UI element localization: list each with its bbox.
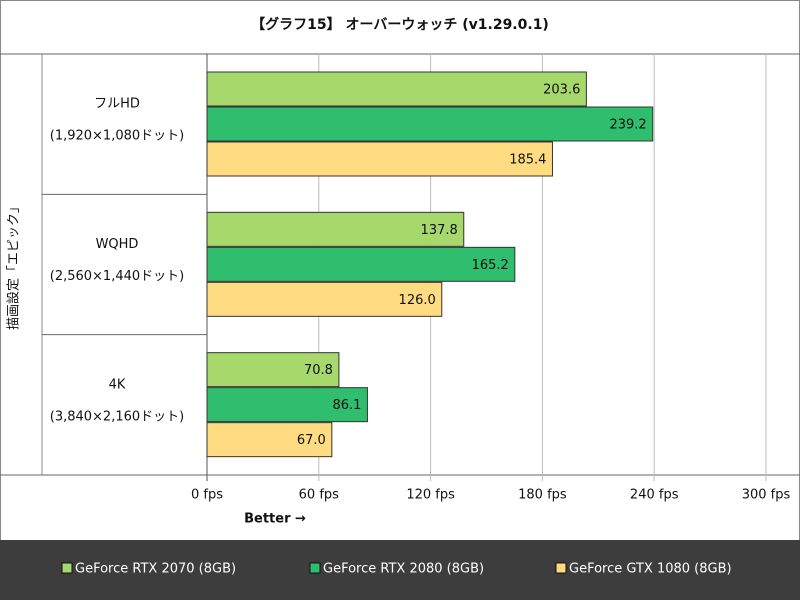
bar (206, 246, 516, 282)
data-label: 239.2 (609, 118, 646, 133)
x-axis-label: Better → (244, 512, 306, 527)
legend-swatch (309, 562, 321, 574)
chart-title: 【グラフ15】 オーバーウォッチ (v1.29.0.1) (251, 16, 549, 33)
data-label: 203.6 (543, 83, 580, 98)
data-label: 137.8 (421, 223, 458, 238)
x-tick-label: 180 fps (518, 488, 567, 503)
y-tick-label: WQHD (96, 237, 139, 252)
legend-swatch (555, 562, 567, 574)
bar (206, 281, 443, 317)
x-tick-label: 0 fps (191, 488, 223, 503)
bar (206, 211, 465, 247)
data-label: 165.2 (472, 258, 509, 273)
y-axis-label: 描画設定「エピック」 (6, 200, 22, 330)
bar (206, 387, 368, 423)
bar (206, 422, 333, 458)
bar (206, 106, 654, 142)
x-tick-label: 300 fps (742, 488, 791, 503)
data-label: 70.8 (304, 363, 333, 378)
x-tick-label: 240 fps (630, 488, 679, 503)
data-label: 67.0 (297, 433, 326, 448)
bar (206, 352, 340, 388)
y-tick-label: 4K (109, 377, 126, 392)
y-tick-sublabel: (1,920×1,080ドット) (50, 129, 184, 144)
data-label: 126.0 (399, 293, 436, 308)
x-tick-label: 60 fps (299, 488, 340, 503)
bar (206, 71, 587, 107)
legend-label: GeForce GTX 1080 (8GB) (569, 562, 732, 577)
legend-swatch (61, 562, 73, 574)
legend-label: GeForce RTX 2070 (8GB) (75, 562, 236, 577)
x-tick-label: 120 fps (406, 488, 455, 503)
y-tick-label: フルHD (94, 97, 140, 112)
legend-label: GeForce RTX 2080 (8GB) (323, 562, 484, 577)
legend-band (0, 540, 800, 600)
data-label: 86.1 (332, 398, 361, 413)
bar (206, 141, 553, 177)
y-tick-sublabel: (3,840×2,160ドット) (50, 409, 184, 424)
y-tick-sublabel: (2,560×1,440ドット) (50, 269, 184, 284)
data-label: 185.4 (509, 153, 546, 168)
